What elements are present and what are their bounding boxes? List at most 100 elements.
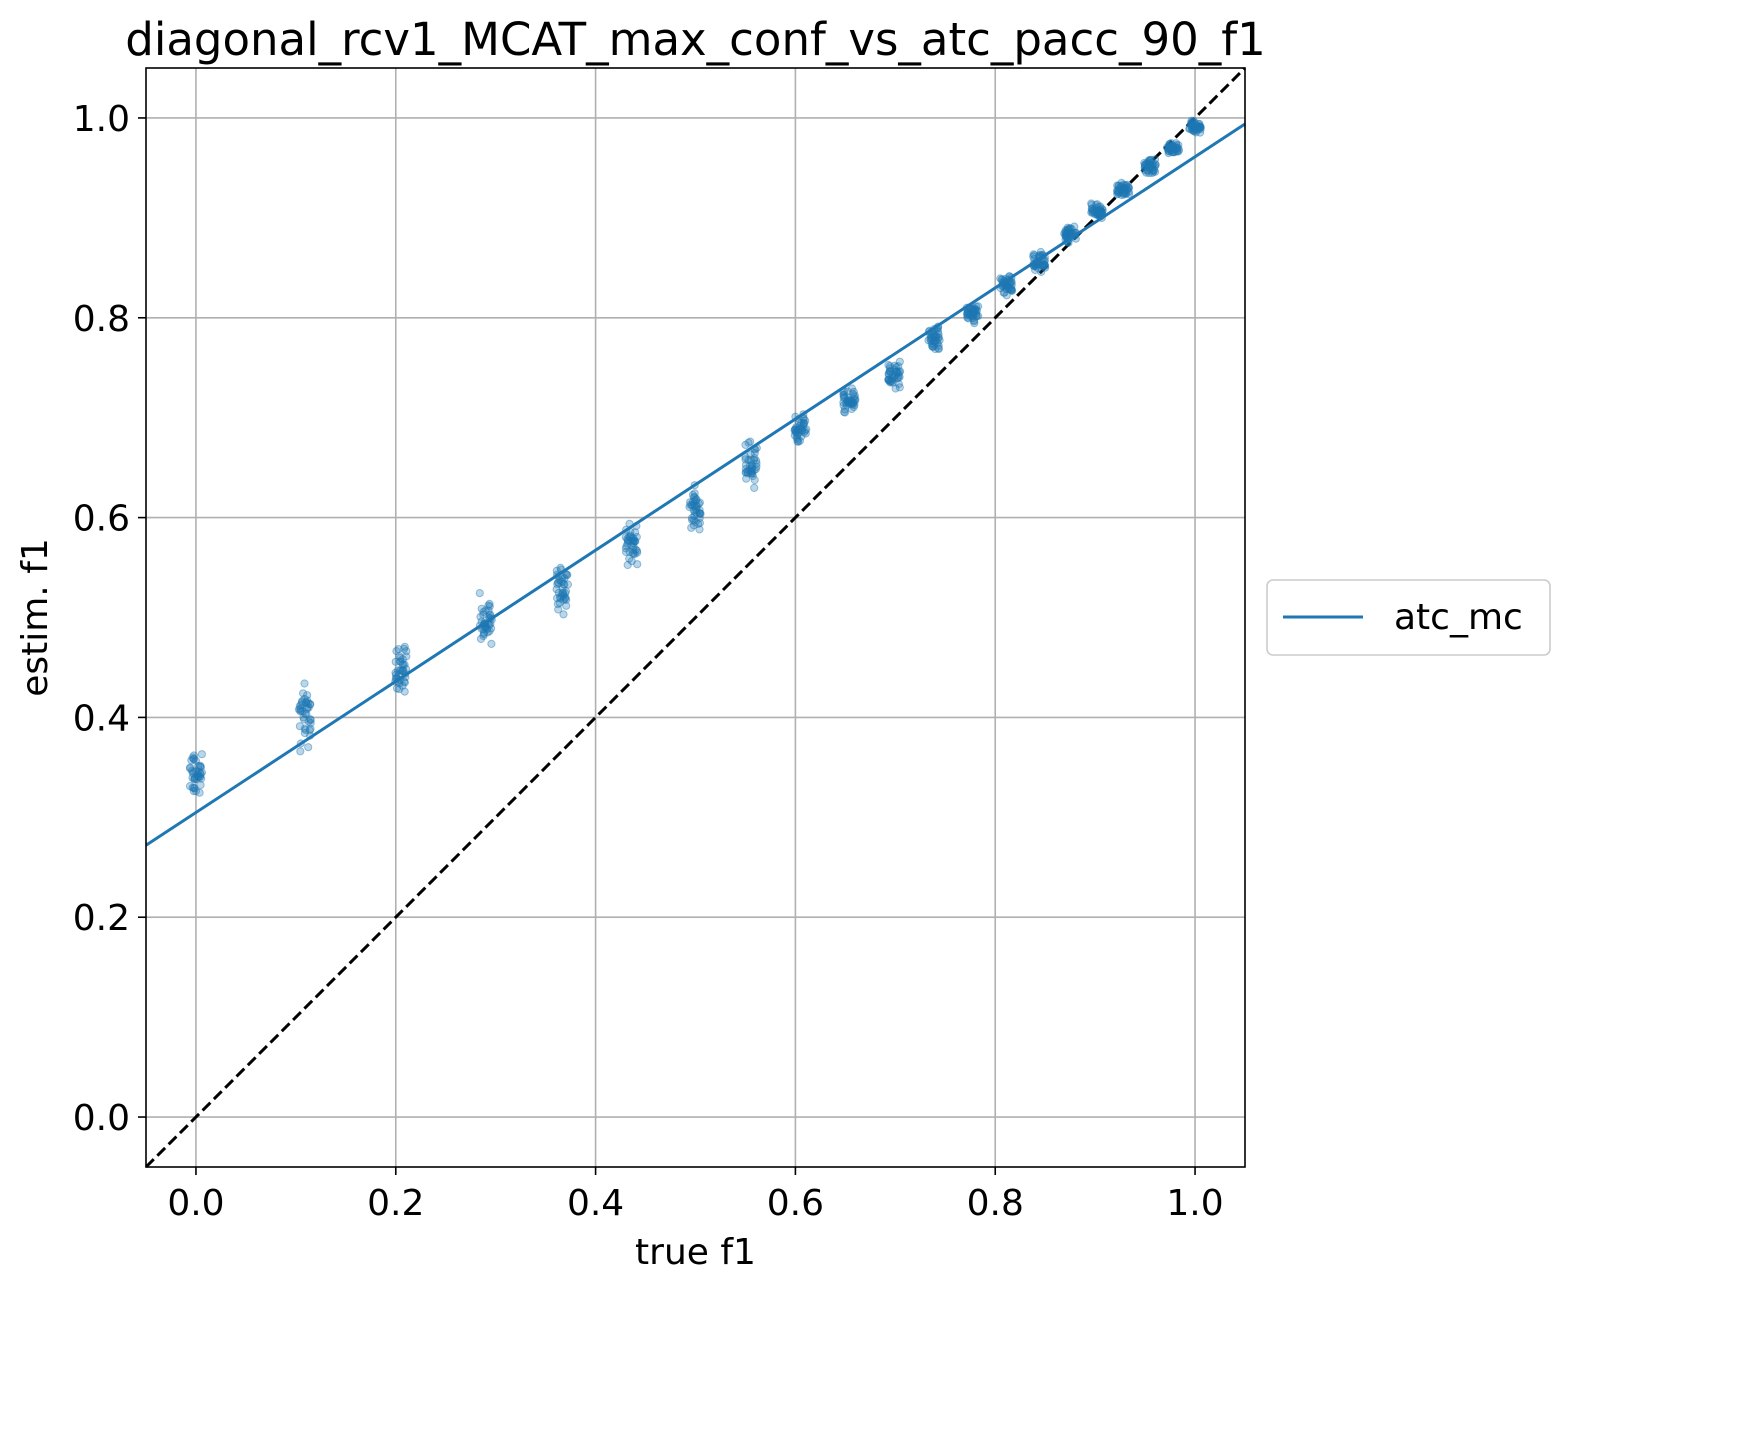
scatter-point — [1188, 126, 1197, 135]
scatter-point — [885, 377, 894, 386]
scatter-point — [802, 425, 811, 434]
scatter-point — [849, 398, 858, 407]
scatter-point — [1038, 261, 1047, 270]
scatter-point — [795, 425, 804, 434]
scatter-point — [927, 336, 936, 346]
scatter-point — [1150, 162, 1160, 171]
scatter-point — [304, 717, 313, 726]
scatter-point — [885, 364, 895, 373]
scatter-point — [790, 426, 799, 435]
scatter-point — [839, 398, 848, 407]
scatter-point — [1188, 118, 1197, 127]
scatter-point — [1036, 247, 1045, 257]
scatter-point — [1165, 141, 1174, 151]
scatter-point — [1096, 205, 1105, 214]
scatter-point — [934, 344, 943, 353]
scatter-point — [1037, 261, 1046, 270]
x-tick-label: 1.0 — [1166, 1183, 1223, 1224]
scatter-point — [1002, 284, 1011, 294]
scatter-point — [555, 598, 564, 608]
scatter-point — [197, 774, 206, 783]
scatter-point — [928, 335, 937, 344]
scatter-point — [884, 376, 893, 385]
scatter-point — [846, 399, 855, 408]
scatter-point — [1092, 203, 1101, 212]
scatter-point — [1147, 155, 1156, 164]
scatter-point — [934, 341, 943, 350]
scatter-point — [966, 305, 975, 314]
scatter-point — [1165, 140, 1174, 149]
scatter-point — [1188, 118, 1197, 127]
scatter-point — [1168, 142, 1178, 151]
scatter-point — [741, 460, 751, 469]
scatter-point — [790, 425, 800, 434]
scatter-point — [746, 455, 755, 464]
scatter-point — [843, 398, 852, 407]
scatter-point — [1166, 145, 1175, 154]
scatter-point — [850, 396, 859, 405]
scatter-point — [1168, 148, 1178, 157]
scatter-point — [970, 304, 979, 313]
scatter-point — [748, 469, 757, 478]
scatter-point — [622, 547, 631, 557]
scatter-point — [299, 689, 308, 698]
scatter-point — [1164, 146, 1173, 156]
scatter-point — [632, 546, 642, 555]
scatter-point — [398, 655, 407, 664]
scatter-point — [1118, 184, 1128, 194]
scatter-point — [1174, 141, 1183, 150]
scatter-point — [927, 339, 936, 348]
scatter-point — [630, 549, 639, 559]
scatter-point — [692, 502, 702, 511]
scatter-point — [800, 418, 809, 428]
scatter-point — [974, 302, 983, 311]
scatter-point — [1093, 210, 1102, 219]
scatter-point — [1140, 163, 1149, 172]
scatter-point — [885, 367, 894, 376]
scatter-point — [396, 657, 405, 667]
scatter-point — [884, 376, 893, 385]
scatter-point — [625, 547, 634, 557]
scatter-point — [192, 774, 201, 784]
scatter-point — [963, 311, 972, 320]
scatter-point — [302, 705, 311, 714]
scatter-point — [1163, 145, 1172, 154]
scatter-point — [621, 533, 630, 542]
scatter-point — [401, 664, 411, 674]
scatter-point — [632, 532, 641, 542]
scatter-point — [839, 390, 848, 399]
scatter-point — [996, 274, 1005, 283]
scatter-point — [395, 685, 404, 694]
scatter-point — [792, 433, 801, 442]
scatter-point — [298, 698, 307, 707]
scatter-point — [1196, 128, 1205, 137]
y-tick-label: 1.0 — [73, 99, 130, 140]
scatter-point — [1191, 123, 1200, 132]
scatter-point — [887, 377, 896, 386]
scatter-point — [1196, 123, 1205, 132]
scatter-point — [297, 700, 306, 709]
scatter-point — [792, 425, 801, 434]
scatter-point — [480, 628, 489, 637]
scatter-point — [1087, 204, 1096, 213]
scatter-point — [1148, 166, 1157, 175]
scatter-point — [750, 475, 759, 485]
scatter-point — [691, 517, 700, 527]
scatter-point — [1037, 267, 1046, 276]
scatter-point — [1167, 147, 1176, 157]
scatter-point — [972, 312, 981, 321]
scatter-point — [924, 336, 933, 345]
scatter-point — [1140, 158, 1149, 168]
scatter-point — [894, 374, 903, 383]
scatter-point — [190, 773, 199, 783]
scatter-point — [622, 542, 631, 551]
scatter-point — [1091, 210, 1100, 219]
scatter-point — [1170, 144, 1180, 153]
scatter-point — [692, 504, 701, 513]
scatter-point — [296, 704, 305, 713]
x-tick-label: 0.0 — [167, 1183, 224, 1224]
scatter-point — [1124, 183, 1133, 192]
scatter-point — [894, 369, 903, 378]
scatter-point — [1117, 191, 1126, 200]
scatter-point — [1113, 190, 1122, 199]
